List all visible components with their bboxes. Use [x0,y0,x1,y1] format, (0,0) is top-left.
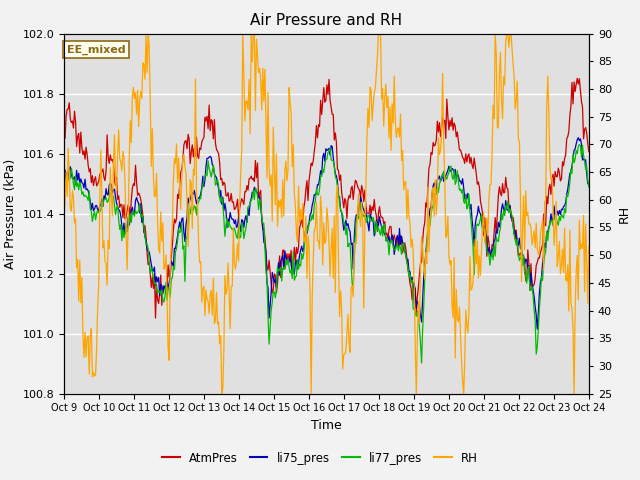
Y-axis label: Air Pressure (kPa): Air Pressure (kPa) [4,158,17,269]
Legend: AtmPres, li75_pres, li77_pres, RH: AtmPres, li75_pres, li77_pres, RH [157,447,483,469]
Title: Air Pressure and RH: Air Pressure and RH [250,13,403,28]
X-axis label: Time: Time [311,419,342,432]
Y-axis label: RH: RH [618,204,630,223]
Text: EE_mixed: EE_mixed [67,44,125,55]
